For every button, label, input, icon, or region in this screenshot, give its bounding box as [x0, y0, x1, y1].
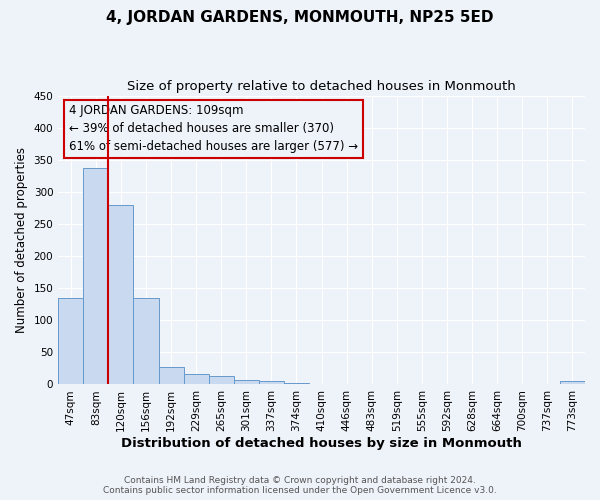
Bar — [184, 374, 209, 384]
Title: Size of property relative to detached houses in Monmouth: Size of property relative to detached ho… — [127, 80, 516, 93]
Bar — [209, 376, 234, 384]
Y-axis label: Number of detached properties: Number of detached properties — [15, 147, 28, 333]
Bar — [133, 298, 158, 384]
Text: 4, JORDAN GARDENS, MONMOUTH, NP25 5ED: 4, JORDAN GARDENS, MONMOUTH, NP25 5ED — [106, 10, 494, 25]
Bar — [284, 382, 309, 384]
Text: 4 JORDAN GARDENS: 109sqm
← 39% of detached houses are smaller (370)
61% of semi-: 4 JORDAN GARDENS: 109sqm ← 39% of detach… — [69, 104, 358, 153]
Bar — [83, 168, 109, 384]
Text: Contains HM Land Registry data © Crown copyright and database right 2024.
Contai: Contains HM Land Registry data © Crown c… — [103, 476, 497, 495]
Bar — [259, 380, 284, 384]
Bar — [560, 381, 585, 384]
Bar — [234, 380, 259, 384]
Bar — [109, 204, 133, 384]
X-axis label: Distribution of detached houses by size in Monmouth: Distribution of detached houses by size … — [121, 437, 522, 450]
Bar — [58, 298, 83, 384]
Bar — [158, 367, 184, 384]
